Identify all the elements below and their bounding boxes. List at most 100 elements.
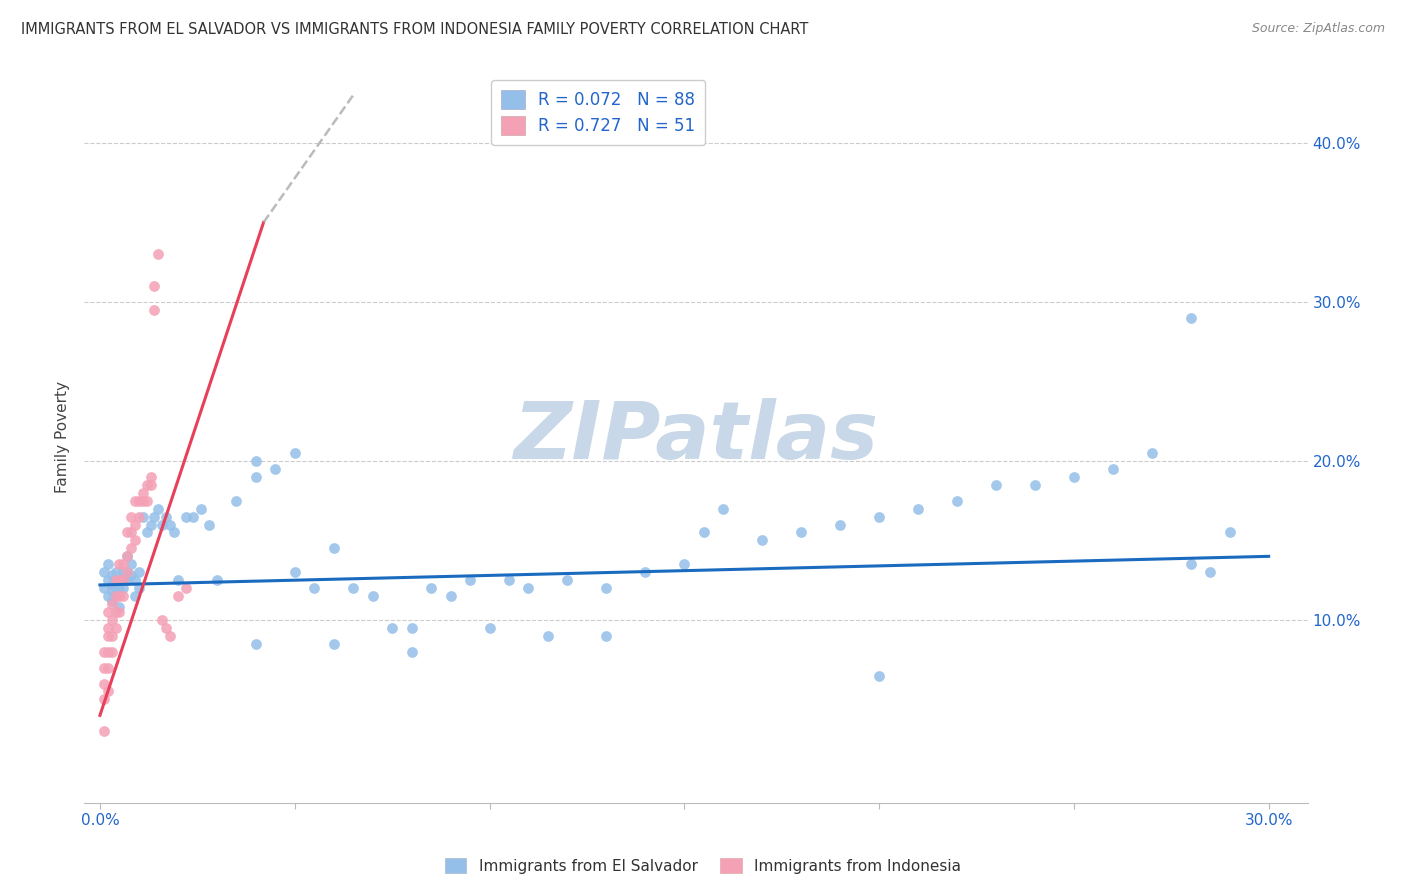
Point — [302, 581, 325, 595]
Point — [93, 645, 115, 659]
Y-axis label: Family Poverty: Family Poverty — [55, 381, 70, 493]
Point — [401, 621, 423, 635]
Point — [97, 621, 120, 635]
Text: IMMIGRANTS FROM EL SALVADOR VS IMMIGRANTS FROM INDONESIA FAMILY POVERTY CORRELAT: IMMIGRANTS FROM EL SALVADOR VS IMMIGRANT… — [21, 22, 808, 37]
Point — [108, 600, 131, 615]
Point — [174, 581, 197, 595]
Point — [1199, 566, 1222, 580]
Point — [284, 446, 307, 460]
Point — [97, 684, 120, 698]
Point — [100, 594, 122, 608]
Point — [108, 578, 131, 592]
Point — [458, 573, 481, 587]
Point — [159, 629, 181, 643]
Point — [97, 589, 120, 603]
Point — [112, 573, 135, 587]
Point — [439, 589, 461, 603]
Point — [115, 566, 138, 580]
Point — [124, 573, 146, 587]
Point — [108, 573, 131, 587]
Point — [1101, 462, 1123, 476]
Point — [245, 470, 267, 484]
Point — [190, 501, 212, 516]
Text: ZIPatlas: ZIPatlas — [513, 398, 879, 476]
Point — [132, 509, 155, 524]
Point — [342, 581, 364, 595]
Point — [498, 573, 520, 587]
Point — [143, 302, 166, 317]
Point — [128, 581, 150, 595]
Point — [517, 581, 540, 595]
Point — [166, 573, 188, 587]
Text: Source: ZipAtlas.com: Source: ZipAtlas.com — [1251, 22, 1385, 36]
Point — [1219, 525, 1241, 540]
Point — [100, 578, 122, 592]
Point — [112, 573, 135, 587]
Point — [108, 589, 131, 603]
Point — [150, 517, 173, 532]
Point — [830, 517, 852, 532]
Point — [148, 247, 170, 261]
Point — [93, 692, 115, 706]
Point — [93, 581, 115, 595]
Point — [104, 573, 127, 587]
Point — [104, 581, 127, 595]
Point — [478, 621, 501, 635]
Legend: R = 0.072   N = 88, R = 0.727   N = 51: R = 0.072 N = 88, R = 0.727 N = 51 — [491, 79, 704, 145]
Point — [115, 549, 138, 564]
Point — [128, 509, 150, 524]
Point — [868, 509, 890, 524]
Point — [112, 566, 135, 580]
Point — [128, 566, 150, 580]
Point — [174, 509, 197, 524]
Point — [124, 493, 146, 508]
Point — [93, 724, 115, 739]
Point — [150, 613, 173, 627]
Point — [537, 629, 560, 643]
Point — [104, 589, 127, 603]
Point — [284, 566, 307, 580]
Point — [97, 629, 120, 643]
Point — [135, 525, 157, 540]
Point — [163, 525, 186, 540]
Point — [1024, 477, 1046, 491]
Point — [124, 517, 146, 532]
Point — [420, 581, 443, 595]
Point — [868, 668, 890, 682]
Point — [132, 493, 155, 508]
Point — [112, 581, 135, 595]
Point — [155, 621, 177, 635]
Point — [946, 493, 969, 508]
Point — [166, 589, 188, 603]
Point — [108, 584, 131, 599]
Point — [104, 566, 127, 580]
Point — [115, 525, 138, 540]
Point — [1180, 558, 1202, 572]
Point — [1063, 470, 1085, 484]
Point — [1180, 310, 1202, 325]
Point — [100, 597, 122, 611]
Point — [108, 605, 131, 619]
Point — [361, 589, 384, 603]
Point — [751, 533, 773, 548]
Point — [97, 645, 120, 659]
Point — [100, 613, 122, 627]
Point — [634, 566, 657, 580]
Point — [245, 454, 267, 468]
Legend: Immigrants from El Salvador, Immigrants from Indonesia: Immigrants from El Salvador, Immigrants … — [439, 852, 967, 880]
Point — [108, 558, 131, 572]
Point — [139, 470, 162, 484]
Point — [97, 573, 120, 587]
Point — [143, 279, 166, 293]
Point — [245, 637, 267, 651]
Point — [120, 509, 142, 524]
Point — [401, 645, 423, 659]
Point — [108, 573, 131, 587]
Point — [132, 485, 155, 500]
Point — [711, 501, 734, 516]
Point — [120, 541, 142, 556]
Point — [100, 645, 122, 659]
Point — [595, 581, 617, 595]
Point — [104, 589, 127, 603]
Point — [120, 558, 142, 572]
